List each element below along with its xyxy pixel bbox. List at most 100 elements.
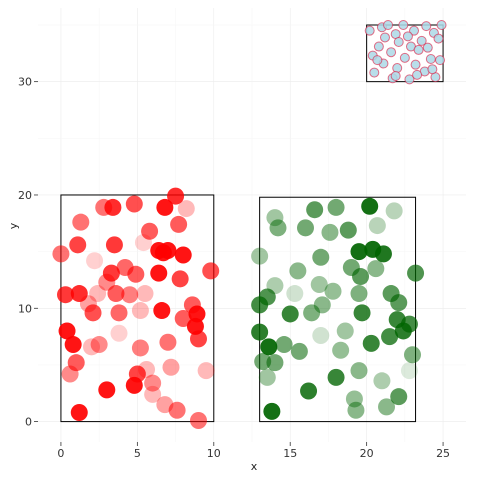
- red-point: [144, 374, 162, 392]
- small-point: [422, 42, 433, 53]
- y-axis-label: y: [7, 222, 20, 229]
- green-point: [290, 342, 308, 360]
- x-tick-label: 15: [283, 447, 297, 460]
- green-point: [260, 338, 278, 356]
- green-point: [254, 353, 272, 371]
- small-point: [409, 25, 420, 36]
- x-axis-label: x: [251, 460, 258, 473]
- data-points: [52, 19, 447, 429]
- red-point: [107, 285, 125, 303]
- red-point: [202, 262, 220, 280]
- red-point: [52, 245, 70, 263]
- green-point: [400, 362, 418, 380]
- green-point: [378, 398, 396, 416]
- green-point: [312, 326, 330, 344]
- small-point: [402, 31, 413, 42]
- green-point: [352, 268, 370, 286]
- red-point: [162, 358, 180, 376]
- green-point: [350, 362, 368, 380]
- green-point: [390, 388, 408, 406]
- red-point: [168, 401, 186, 419]
- red-point: [69, 236, 87, 254]
- small-point: [398, 19, 409, 30]
- green-point: [286, 285, 304, 303]
- small-point: [436, 19, 447, 30]
- green-point: [269, 219, 287, 237]
- green-point: [327, 198, 345, 216]
- small-point: [364, 25, 375, 36]
- green-point: [289, 262, 307, 280]
- green-point: [306, 201, 324, 219]
- green-point: [368, 217, 386, 235]
- green-point: [310, 275, 328, 293]
- green-point: [312, 248, 330, 266]
- x-tick-label: 25: [436, 447, 450, 460]
- red-point: [83, 338, 100, 356]
- green-point: [297, 219, 314, 237]
- green-point: [266, 277, 284, 295]
- red-point: [70, 285, 88, 303]
- green-point: [303, 304, 321, 322]
- red-point: [102, 264, 120, 282]
- green-point: [385, 202, 403, 220]
- y-axis-ticks: 0 10 20 30: [18, 76, 38, 429]
- red-point: [128, 365, 146, 383]
- green-point: [347, 401, 365, 419]
- x-tick-label: 5: [134, 447, 141, 460]
- red-point: [64, 336, 82, 354]
- green-point: [327, 368, 345, 386]
- red-point: [150, 264, 168, 282]
- red-point: [89, 285, 107, 303]
- green-point: [361, 197, 379, 215]
- red-point: [136, 285, 154, 303]
- y-tick-label: 30: [18, 76, 32, 89]
- small-point: [427, 64, 438, 75]
- red-point: [197, 362, 215, 380]
- red-point: [188, 305, 206, 323]
- red-point: [58, 322, 76, 340]
- green-point: [251, 247, 269, 265]
- red-point: [138, 360, 156, 378]
- small-point: [379, 32, 390, 43]
- small-point: [372, 55, 383, 66]
- small-point: [412, 69, 423, 80]
- red-point: [67, 354, 85, 372]
- red-point: [72, 213, 90, 231]
- green-point: [324, 282, 342, 300]
- green-point: [367, 260, 385, 278]
- red-point: [86, 252, 104, 270]
- red-point: [171, 270, 189, 288]
- red-point: [167, 187, 185, 205]
- red-point: [159, 241, 177, 259]
- green-point: [350, 285, 368, 303]
- green-point: [407, 264, 425, 282]
- small-point: [369, 67, 380, 78]
- x-axis-ticks: 0 5 10 15 20 25: [57, 442, 450, 460]
- small-point: [386, 47, 397, 58]
- green-point: [373, 372, 391, 390]
- green-point: [263, 402, 281, 420]
- red-point: [105, 236, 123, 254]
- red-point: [110, 324, 128, 342]
- green-point: [353, 304, 371, 322]
- small-point: [416, 35, 427, 46]
- small-point: [399, 52, 410, 63]
- green-point: [275, 336, 293, 354]
- red-point: [174, 309, 192, 327]
- small-point: [392, 63, 403, 74]
- y-tick-label: 0: [25, 416, 32, 429]
- small-point: [393, 36, 404, 47]
- green-point: [390, 294, 408, 312]
- red-group-frame: [60, 194, 215, 423]
- small-point: [435, 55, 446, 66]
- small-point: [390, 70, 401, 81]
- small-point: [421, 21, 432, 32]
- small-point: [433, 33, 444, 44]
- red-point: [110, 304, 128, 322]
- red-point: [153, 302, 171, 320]
- green-point: [404, 346, 421, 364]
- red-point: [144, 385, 162, 403]
- green-point: [300, 382, 318, 400]
- red-point: [90, 336, 108, 354]
